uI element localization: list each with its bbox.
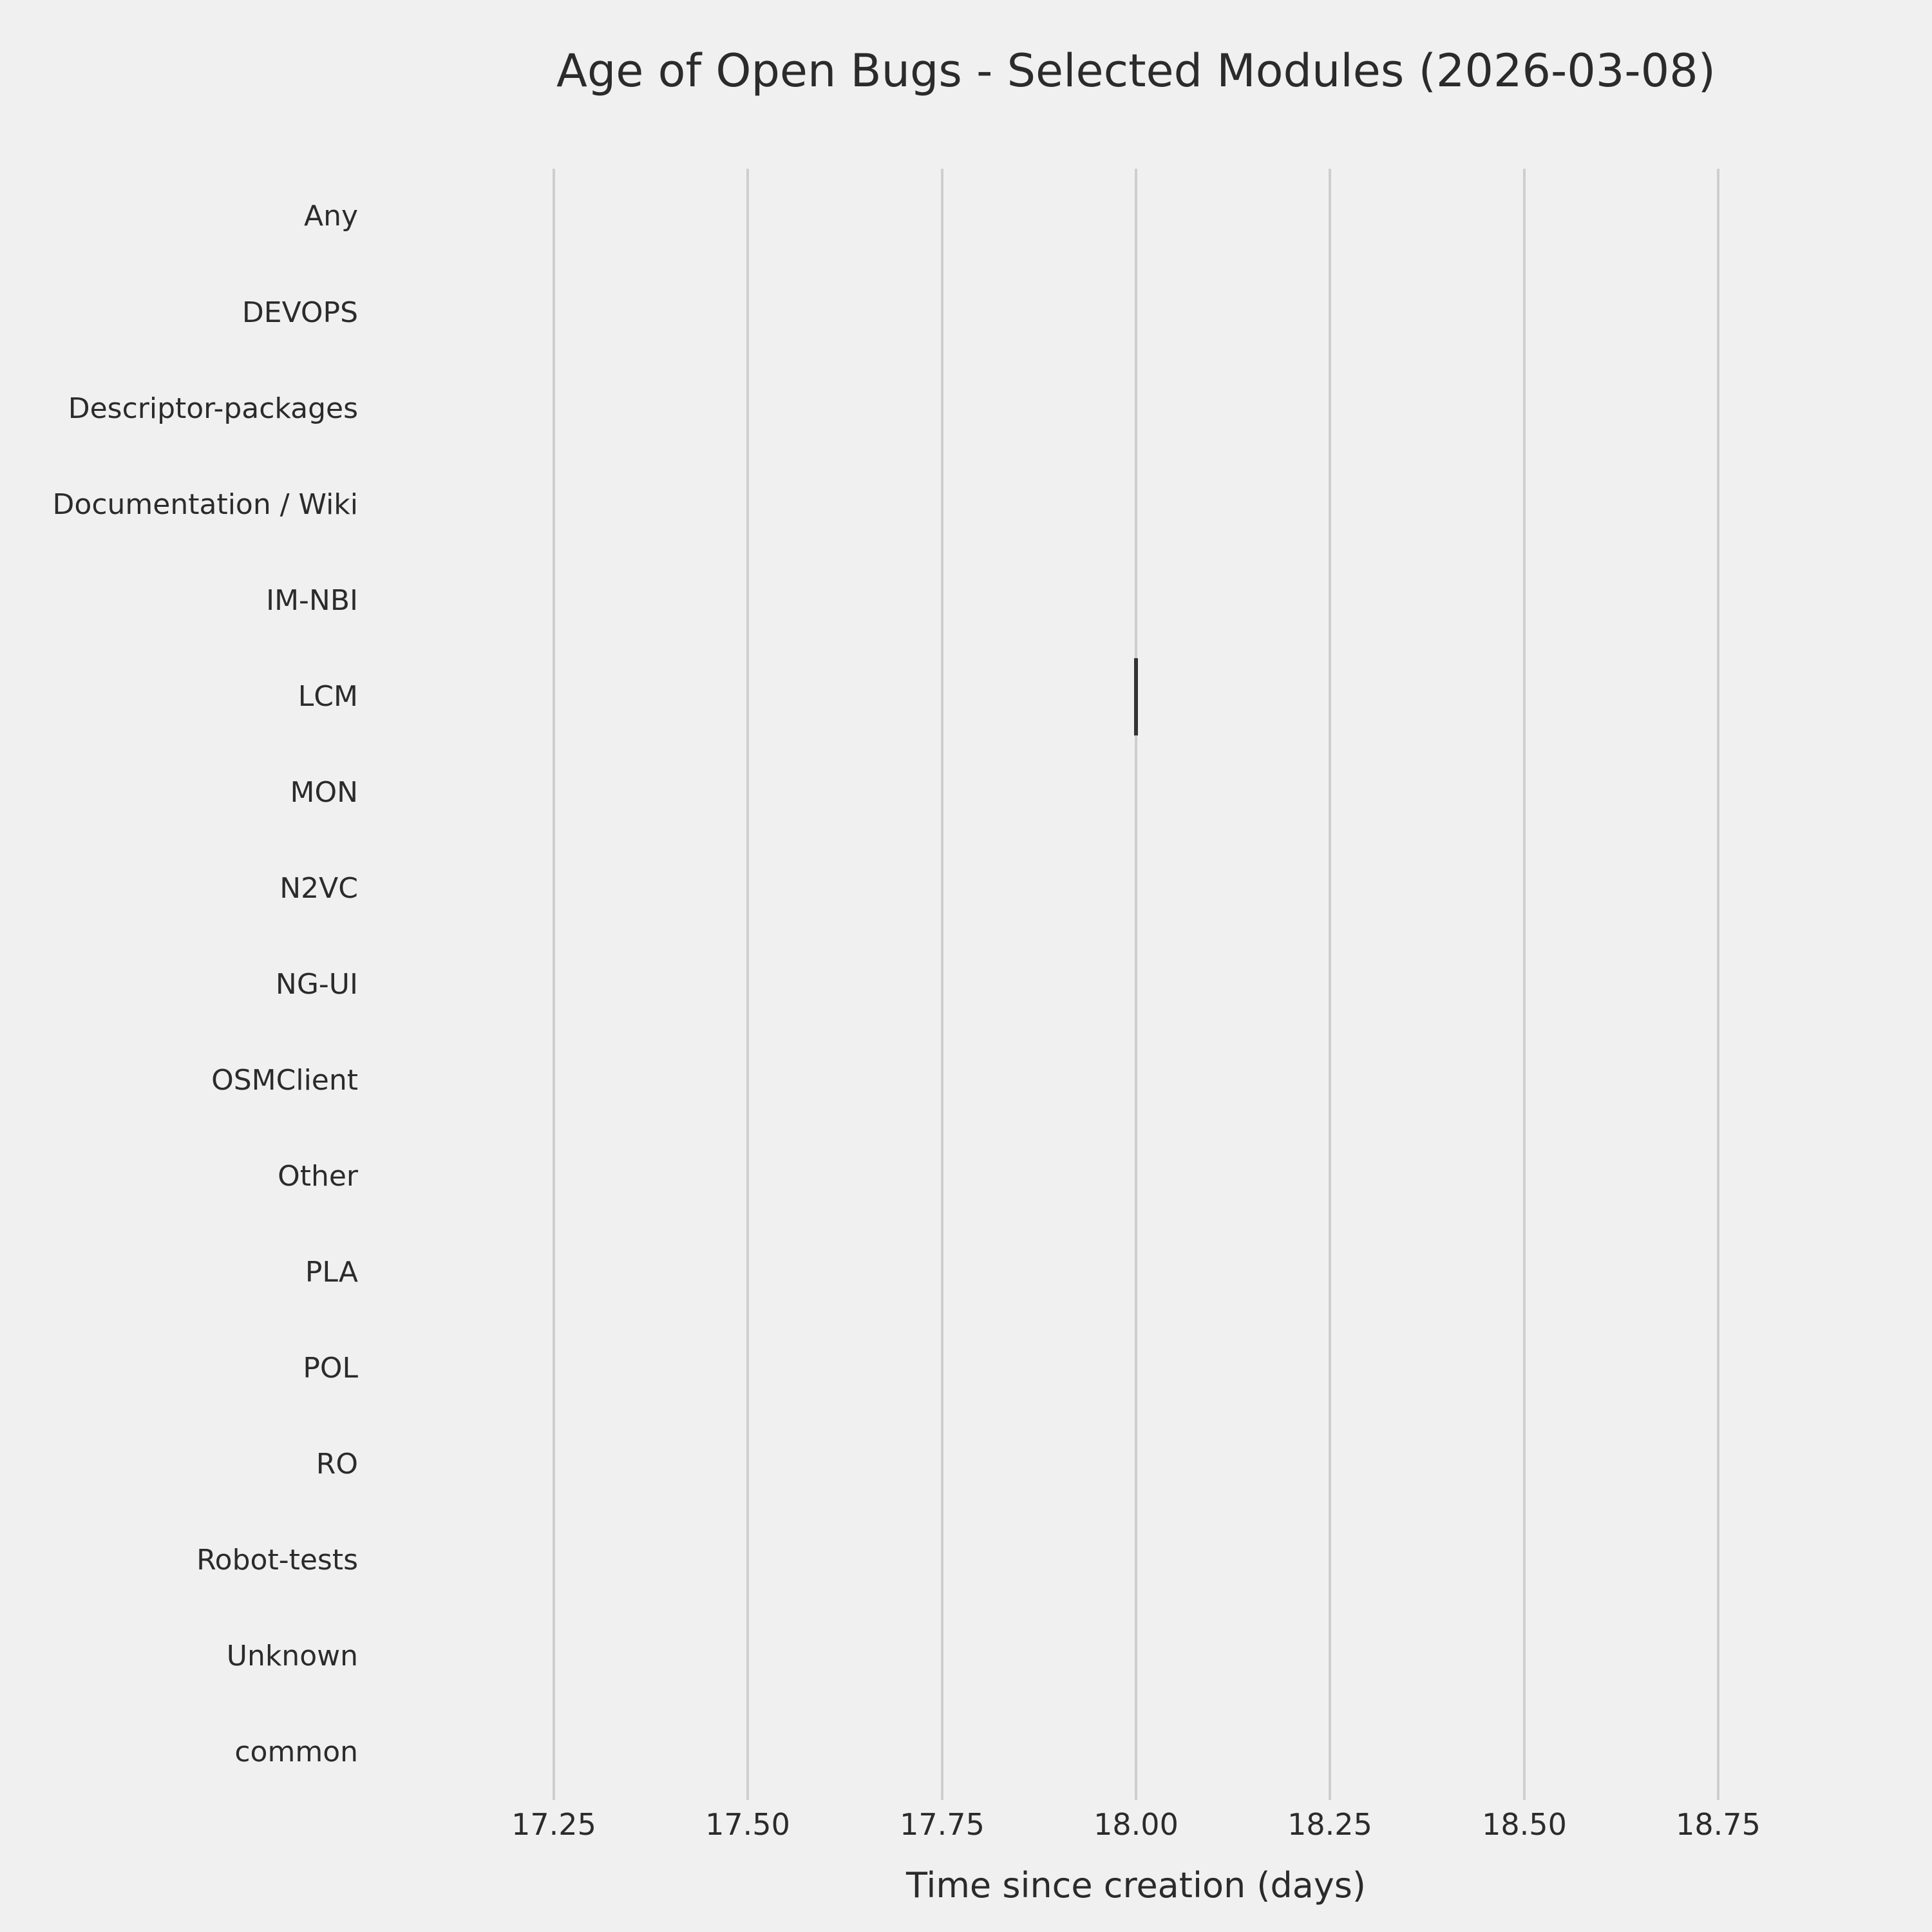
x-axis-tick-17-50: 17.50 [705, 1807, 790, 1842]
gridline-18-00 [1135, 169, 1137, 1800]
y-axis-label-pol: POL [303, 1352, 358, 1385]
x-axis-tick-18-75: 18.75 [1676, 1807, 1761, 1842]
chart-title: Age of Open Bugs - Selected Modules (202… [556, 44, 1716, 97]
x-axis-tick-18-50: 18.50 [1482, 1807, 1567, 1842]
gridline-17-50 [746, 169, 749, 1800]
y-axis-label-any: Any [303, 200, 358, 232]
y-axis-label-n2vc: N2VC [279, 872, 358, 905]
gridline-18-25 [1329, 169, 1331, 1800]
y-axis-label-im-nbi: IM-NBI [266, 584, 358, 617]
lcm-data-point-marker [1134, 658, 1138, 735]
y-axis-label-ro: RO [316, 1448, 358, 1481]
gridline-17-25 [553, 169, 555, 1800]
gridline-18-75 [1717, 169, 1719, 1800]
y-axis-label-lcm: LCM [298, 680, 358, 713]
y-axis-label-devops: DEVOPS [242, 296, 358, 329]
y-axis-label-other: Other [278, 1160, 358, 1193]
y-axis-label-common: common [234, 1736, 358, 1768]
y-axis-label-pla: PLA [305, 1256, 358, 1289]
x-axis-tick-18-00: 18.00 [1094, 1807, 1179, 1842]
y-axis-label-osmclient: OSMClient [211, 1064, 358, 1097]
x-axis-tick-18-25: 18.25 [1287, 1807, 1372, 1842]
y-axis-label-ng-ui: NG-UI [275, 968, 358, 1001]
y-axis-label-unknown: Unknown [226, 1640, 358, 1672]
y-axis-label-descriptor-packages: Descriptor-packages [68, 392, 358, 425]
plot-area [372, 169, 1900, 1800]
y-axis-label-robot-tests: Robot-tests [196, 1544, 358, 1577]
gridline-17-75 [941, 169, 943, 1800]
x-axis-tick-17-25: 17.25 [511, 1807, 596, 1842]
y-axis-label-mon: MON [290, 776, 358, 809]
y-axis-label-documentation-wiki: Documentation / Wiki [52, 488, 358, 521]
gridline-18-50 [1523, 169, 1526, 1800]
x-axis-title: Time since creation (days) [906, 1865, 1366, 1906]
x-axis-tick-17-75: 17.75 [900, 1807, 985, 1842]
